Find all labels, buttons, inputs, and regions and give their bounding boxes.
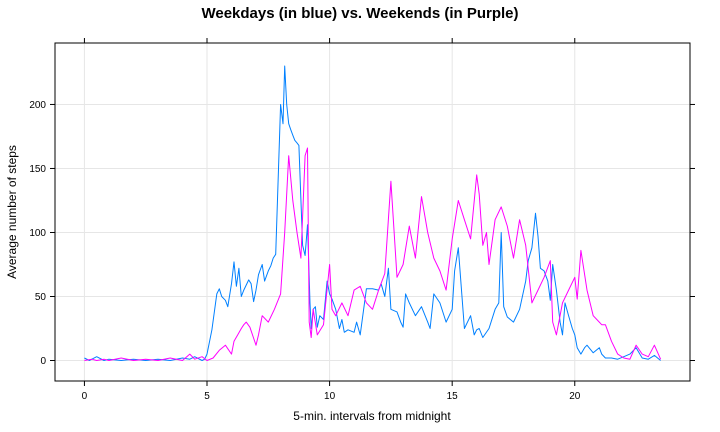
chart-title: Weekdays (in blue) vs. Weekends (in Purp… <box>201 5 518 22</box>
series-lines <box>84 65 662 361</box>
series-line-1 <box>84 65 661 361</box>
plot-frame <box>54 42 691 382</box>
series-line-2 <box>84 147 662 361</box>
y-tick-label: 0 <box>40 356 46 367</box>
x-tick-label: 10 <box>324 391 336 402</box>
gridlines <box>55 43 690 381</box>
x-tick-label: 15 <box>447 391 459 402</box>
x-tick-label: 5 <box>204 391 210 402</box>
x-tick-label: 0 <box>82 391 88 402</box>
y-tick-label: 100 <box>29 228 46 239</box>
y-tick-label: 150 <box>29 164 46 175</box>
x-axis-label: 5-min. intervals from midnight <box>293 409 451 423</box>
x-tick-label: 20 <box>569 391 581 402</box>
y-tick-label: 50 <box>35 292 47 303</box>
y-axis-label: Average number of steps <box>5 145 19 279</box>
y-tick-label: 200 <box>29 100 46 111</box>
